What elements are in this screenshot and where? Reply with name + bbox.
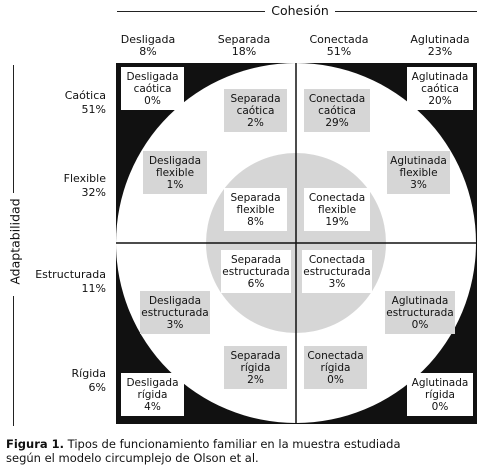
cell-line2: caótica <box>318 104 356 117</box>
top-axis-line-left <box>117 11 265 12</box>
row-header-1: Caótica 51% <box>30 89 106 117</box>
cell-line2: estructurada <box>222 265 290 278</box>
cell-separada-estructurada: Separada estructurada 6% <box>221 250 291 293</box>
cell-separada-rigida: Separada rígida 2% <box>224 346 287 389</box>
row-name: Rígida <box>71 367 106 380</box>
cell-line1: Separada <box>230 92 281 105</box>
cell-line2: estructurada <box>141 306 209 319</box>
row-pct: 32% <box>81 186 106 199</box>
cell-aglutinada-estructurada: Aglutinada estructurada 0% <box>385 291 455 334</box>
cell-conectada-caotica: Conectada caótica 29% <box>304 89 370 132</box>
cell-pct: 20% <box>428 94 452 107</box>
col-header-4: Aglutinada 23% <box>404 34 476 58</box>
cell-pct: 0% <box>327 373 344 386</box>
cell-pct: 0% <box>144 94 161 107</box>
cell-line1: Conectada <box>308 191 366 204</box>
cell-line1: Aglutinada <box>390 154 447 167</box>
left-axis-line-bottom <box>13 296 14 426</box>
figure-caption: Figura 1. Tipos de funcionamiento famili… <box>6 437 476 465</box>
col-pct: 8% <box>139 45 157 58</box>
cell-pct: 0% <box>431 400 449 413</box>
col-name: Desligada <box>120 33 176 46</box>
col-pct: 18% <box>231 45 257 58</box>
cell-desligada-estructurada: Desligada estructurada 3% <box>140 291 210 334</box>
caption-label: Figura 1. <box>6 437 65 451</box>
cell-line2: rígida <box>137 388 168 401</box>
cell-separada-flexible: Separada flexible 8% <box>224 188 287 231</box>
cell-line1: Aglutinada <box>411 376 469 389</box>
row-pct: 6% <box>88 381 106 394</box>
col-name: Aglutinada <box>410 33 470 46</box>
cell-line1: Aglutinada <box>391 294 449 307</box>
top-axis-title: Cohesión <box>271 3 329 18</box>
cell-pct: 1% <box>166 178 184 191</box>
row-header-3: Estructurada 11% <box>30 268 106 296</box>
cell-aglutinada-caotica: Aglutinada caótica 20% <box>407 67 473 110</box>
col-header-3: Conectada 51% <box>301 34 377 58</box>
cell-line2: caótica <box>421 82 459 95</box>
left-axis-line-top <box>13 65 14 193</box>
cell-aglutinada-flexible: Aglutinada flexible 3% <box>387 151 450 194</box>
cell-line2: flexible <box>155 166 195 179</box>
cell-line2: flexible <box>399 166 438 179</box>
cell-conectada-estructurada: Conectada estructurada 3% <box>302 250 372 293</box>
row-name: Estructurada <box>35 268 106 281</box>
cell-conectada-flexible: Conectada flexible 19% <box>304 188 370 231</box>
row-header-2: Flexible 32% <box>30 172 106 200</box>
caption-line2: según el modelo circumplejo de Olson et … <box>6 451 259 465</box>
col-name: Conectada <box>309 33 369 46</box>
cell-line2: estructurada <box>303 265 371 278</box>
cell-line1: Aglutinada <box>411 70 469 83</box>
cell-pct: 4% <box>144 400 161 413</box>
cell-line1: Conectada <box>308 92 366 105</box>
cell-pct: 8% <box>247 215 264 228</box>
cell-line1: Desligada <box>148 294 202 307</box>
top-axis-line-right <box>335 11 477 12</box>
row-name: Flexible <box>63 172 106 185</box>
cell-line1: Desligada <box>126 70 179 83</box>
row-pct: 51% <box>81 103 106 116</box>
cell-line2: rígida <box>240 361 271 374</box>
cell-desligada-flexible: Desligada flexible 1% <box>143 151 207 194</box>
row-pct: 11% <box>81 282 106 295</box>
cell-pct: 2% <box>247 116 264 129</box>
caption-text1: Tipos de funcionamiento familiar en la m… <box>64 437 401 451</box>
row-header-4: Rígida 6% <box>30 367 106 395</box>
cell-pct: 2% <box>247 373 264 386</box>
col-header-2: Separada 18% <box>211 34 277 58</box>
col-pct: 23% <box>427 45 453 58</box>
cell-conectada-rigida: Conectada rígida 0% <box>304 346 367 389</box>
cell-line1: Desligada <box>148 154 202 167</box>
cell-pct: 3% <box>328 277 346 290</box>
cell-pct: 19% <box>325 215 349 228</box>
cell-line2: rígida <box>425 388 455 401</box>
cell-line1: Conectada <box>307 349 364 362</box>
col-header-1: Desligada 8% <box>115 34 181 58</box>
cell-aglutinada-rigida: Aglutinada rígida 0% <box>407 373 473 416</box>
cell-line2: caótica <box>133 82 172 95</box>
cell-line2: caótica <box>236 104 275 117</box>
caption-line1: Figura 1. Tipos de funcionamiento famili… <box>6 437 476 451</box>
col-pct: 51% <box>326 45 352 58</box>
cell-line1: Separada <box>230 191 281 204</box>
cell-pct: 0% <box>411 318 429 331</box>
cell-desligada-rigida: Desligada rígida 4% <box>121 373 184 416</box>
cell-line2: flexible <box>317 203 357 216</box>
cell-line2: rígida <box>320 361 351 374</box>
cell-desligada-caotica: Desligada caótica 0% <box>121 67 184 110</box>
cell-line1: Separada <box>230 253 282 266</box>
cell-pct: 29% <box>325 116 349 129</box>
cell-pct: 3% <box>166 318 184 331</box>
cell-line2: estructurada <box>386 306 454 319</box>
cell-line1: Conectada <box>308 253 366 266</box>
cell-pct: 3% <box>410 178 427 191</box>
cell-line2: flexible <box>236 203 275 216</box>
row-name: Caótica <box>64 89 106 102</box>
col-name: Separada <box>217 33 271 46</box>
cell-separada-caotica: Separada caótica 2% <box>224 89 287 132</box>
cell-line1: Desligada <box>126 376 179 389</box>
cell-line1: Separada <box>230 349 281 362</box>
cell-pct: 6% <box>247 277 265 290</box>
